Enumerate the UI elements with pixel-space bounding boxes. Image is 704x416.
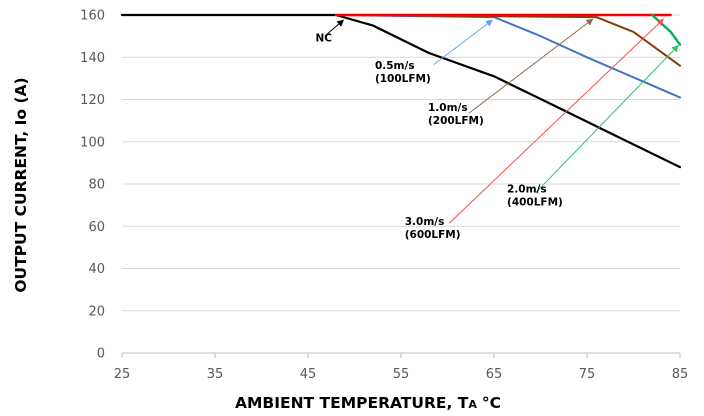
annotation-arrow-nc xyxy=(324,19,345,37)
series-line-5 xyxy=(650,13,682,46)
x-tick-label: 45 xyxy=(300,367,317,382)
y-axis-title: OUTPUT CURRENT, Io (A) xyxy=(12,77,30,292)
x-axis-title-main: AMBIENT TEMPERATURE, T xyxy=(235,394,469,412)
y-tick-label: 100 xyxy=(80,135,105,150)
x-tick-label: 35 xyxy=(207,367,224,382)
annotation-label-20ms: 2.0m/s (400LFM) xyxy=(507,183,563,208)
annotation-label-30ms: 3.0m/s (600LFM) xyxy=(405,216,461,241)
series-line-1 xyxy=(120,13,682,169)
tick-labels: 0 20 40 60 80 100 120 140 160 25 35 45 55 65 75 85 xyxy=(80,9,688,383)
series-line-2 xyxy=(334,14,681,99)
x-axis-title: AMBIENT TEMPERATURE, TA °C xyxy=(235,394,501,412)
x-axis-title-unit: °C xyxy=(482,394,501,412)
x-tick-label: 65 xyxy=(486,367,503,382)
series-lines xyxy=(120,13,682,169)
annotation-arrow-20ms xyxy=(535,44,679,193)
annotation-arrow-30ms xyxy=(449,18,664,224)
y-tick-label: 120 xyxy=(80,93,105,108)
annotation-label-05ms: 0.5m/s (100LFM) xyxy=(375,60,431,85)
x-axis-title-subscript: A xyxy=(468,398,477,411)
annotations: NC 0.5m/s (100LFM) 1.0m/s (200LFM) 3.0m/s (600… xyxy=(315,18,679,241)
annotation-label-10ms: 1.0m/s (200LFM) xyxy=(428,102,484,127)
annotation-arrow-05ms xyxy=(433,19,493,66)
y-tick-label: 20 xyxy=(88,304,105,319)
y-tick-label: 40 xyxy=(88,262,105,277)
y-tick-label: 0 xyxy=(97,347,105,362)
x-tick-label: 75 xyxy=(579,367,596,382)
x-tick-label: 55 xyxy=(393,367,410,382)
y-tick-label: 140 xyxy=(80,51,105,66)
x-tick-label: 85 xyxy=(672,367,689,382)
axes xyxy=(121,352,681,358)
y-tick-label: 60 xyxy=(88,220,105,235)
y-tick-label: 160 xyxy=(80,9,105,24)
annotation-arrow-10ms xyxy=(468,18,594,114)
x-tick-label: 25 xyxy=(114,367,131,382)
annotation-label-nc: NC xyxy=(315,32,332,44)
y-tick-label: 80 xyxy=(88,178,105,193)
